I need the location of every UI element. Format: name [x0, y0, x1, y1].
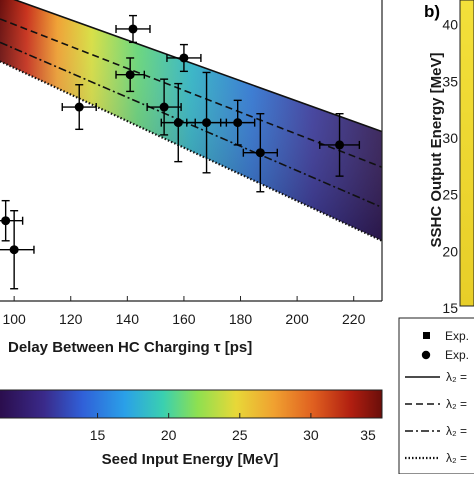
legend-label: λ₂ = [446, 370, 467, 384]
colorbar-label: Seed Input Energy [MeV] [102, 451, 279, 468]
right-colorbar [459, 0, 474, 307]
marker-circle [255, 148, 265, 158]
marker-circle [125, 70, 135, 80]
data-point [319, 113, 361, 177]
legend-entry: λ₂ = [405, 424, 467, 438]
data-point [220, 99, 256, 146]
marker-circle [335, 140, 345, 150]
marker-circle [233, 118, 243, 128]
legend-label: Exp. [445, 348, 469, 362]
colorbar-tick-label: 25 [232, 427, 248, 443]
marker-circle [9, 245, 19, 255]
marker-circle [74, 102, 84, 112]
legend-entry: λ₂ = [405, 397, 467, 411]
colorbar-gradient [0, 389, 383, 419]
seed-energy-colorbar: 15 20 25 30 35 Seed Input Energy [MeV] [0, 389, 383, 468]
legend-label: λ₂ = [446, 397, 467, 411]
legend-label: λ₂ = [446, 424, 467, 438]
marker-circle [173, 118, 183, 128]
data-point [0, 199, 24, 242]
legend-label: λ₂ = [446, 451, 467, 465]
x-tick-label: 180 [229, 311, 253, 327]
x-tick-label: 140 [116, 311, 140, 327]
x-tick-label: 100 [2, 311, 26, 327]
right-tick-label: 15 [442, 300, 458, 316]
data-point [61, 84, 97, 131]
colorbar-tick-label: 30 [303, 427, 319, 443]
marker-circle [128, 24, 138, 34]
right-tick-label: 20 [442, 243, 458, 259]
x-tick-label: 160 [172, 311, 196, 327]
data-point [0, 209, 35, 290]
legend-entry: λ₂ = [405, 451, 467, 465]
data-point [115, 14, 151, 44]
data-point [166, 43, 202, 73]
panel-label: b) [424, 2, 440, 21]
marker-circle [202, 118, 212, 128]
marker-circle [179, 53, 189, 63]
legend-entry: Exp. [421, 348, 469, 362]
legend-label: Exp. [445, 329, 469, 343]
legend-box [398, 317, 474, 475]
right-panel: b) 15 20 25 30 35 40 SSHC Output Energy [MeV] [424, 0, 474, 316]
model-band-shade [0, 0, 382, 241]
right-tick-label: 30 [442, 130, 458, 146]
x-tick-label: 220 [342, 311, 366, 327]
model-line-dotted [0, 60, 382, 242]
data-point [242, 113, 279, 193]
right-tick-label: 25 [442, 187, 458, 203]
right-tick-label: 35 [442, 73, 458, 89]
legend-entry: Exp. [423, 329, 469, 343]
right-axis-label: SSHC Output Energy [MeV] [428, 52, 445, 247]
data-point [115, 57, 146, 93]
legend: Exp. Exp. λ₂ = λ₂ = λ₂ = λ₂ = [398, 317, 474, 475]
legend-entry: λ₂ = [405, 370, 467, 384]
main-plot: 100 120 140 160 180 200 220 Delay Between HC C… [0, 0, 383, 356]
colorbar-tick-label: 35 [360, 427, 376, 443]
colorbar-tick-label: 15 [90, 427, 106, 443]
model-line-dashed [0, 18, 382, 168]
data-point [186, 71, 228, 174]
x-tick-label: 200 [285, 311, 309, 327]
model-line-dashdot [0, 41, 382, 209]
legend-circle-marker [421, 350, 431, 360]
x-axis-label: Delay Between HC Charging τ [ps] [8, 339, 252, 356]
colorbar-tick-label: 20 [161, 427, 177, 443]
right-tick-label: 40 [442, 17, 458, 33]
marker-circle [1, 216, 11, 226]
x-tick-label: 120 [59, 311, 83, 327]
marker-circle [159, 102, 169, 112]
data-point [146, 78, 182, 136]
legend-square-marker [423, 332, 430, 339]
model-line-solid [13, 0, 382, 133]
